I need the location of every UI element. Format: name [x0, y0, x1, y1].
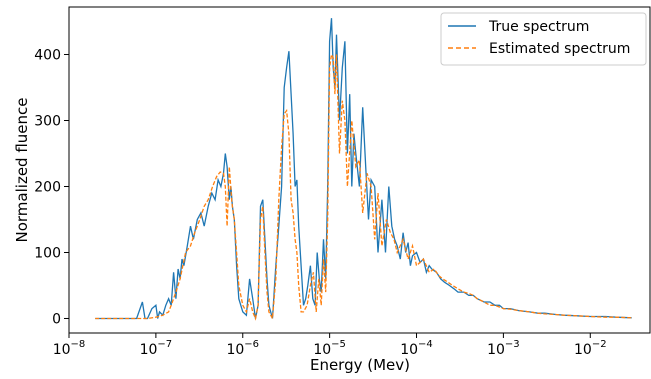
legend-label-estimated-spectrum: Estimated spectrum — [489, 41, 630, 57]
y-tick-label: 400 — [34, 48, 61, 64]
series-line-estimated-spectrum — [95, 52, 632, 321]
y-axis-ticks: 0 100 200 300 400 — [34, 48, 69, 327]
x-tick-label: 10−3 — [487, 339, 520, 358]
y-tick-label: 0 — [52, 311, 61, 327]
y-tick-label: 100 — [34, 245, 61, 261]
x-tick-label: 10−6 — [226, 339, 259, 358]
x-tick-label: 10−8 — [53, 339, 86, 358]
x-tick-label: 10−2 — [574, 339, 607, 358]
y-tick-label: 300 — [34, 114, 61, 130]
x-tick-label: 10−5 — [313, 339, 346, 358]
x-tick-label: 10−4 — [400, 339, 433, 358]
series-layer — [95, 18, 632, 321]
x-axis-ticks: 10−8 10−7 10−6 10−5 10−4 10−3 10−2 — [53, 333, 607, 358]
plot-frame — [68, 6, 651, 334]
y-axis-label: Normalized fluence — [13, 98, 31, 243]
legend-label-true-spectrum: True spectrum — [488, 19, 589, 35]
legend-box — [440, 12, 647, 66]
x-tick-label: 10−7 — [140, 339, 173, 358]
x-axis-label: Energy (Mev) — [310, 356, 410, 374]
y-tick-label: 200 — [34, 179, 61, 195]
legend: True spectrum Estimated spectrum — [440, 12, 647, 66]
